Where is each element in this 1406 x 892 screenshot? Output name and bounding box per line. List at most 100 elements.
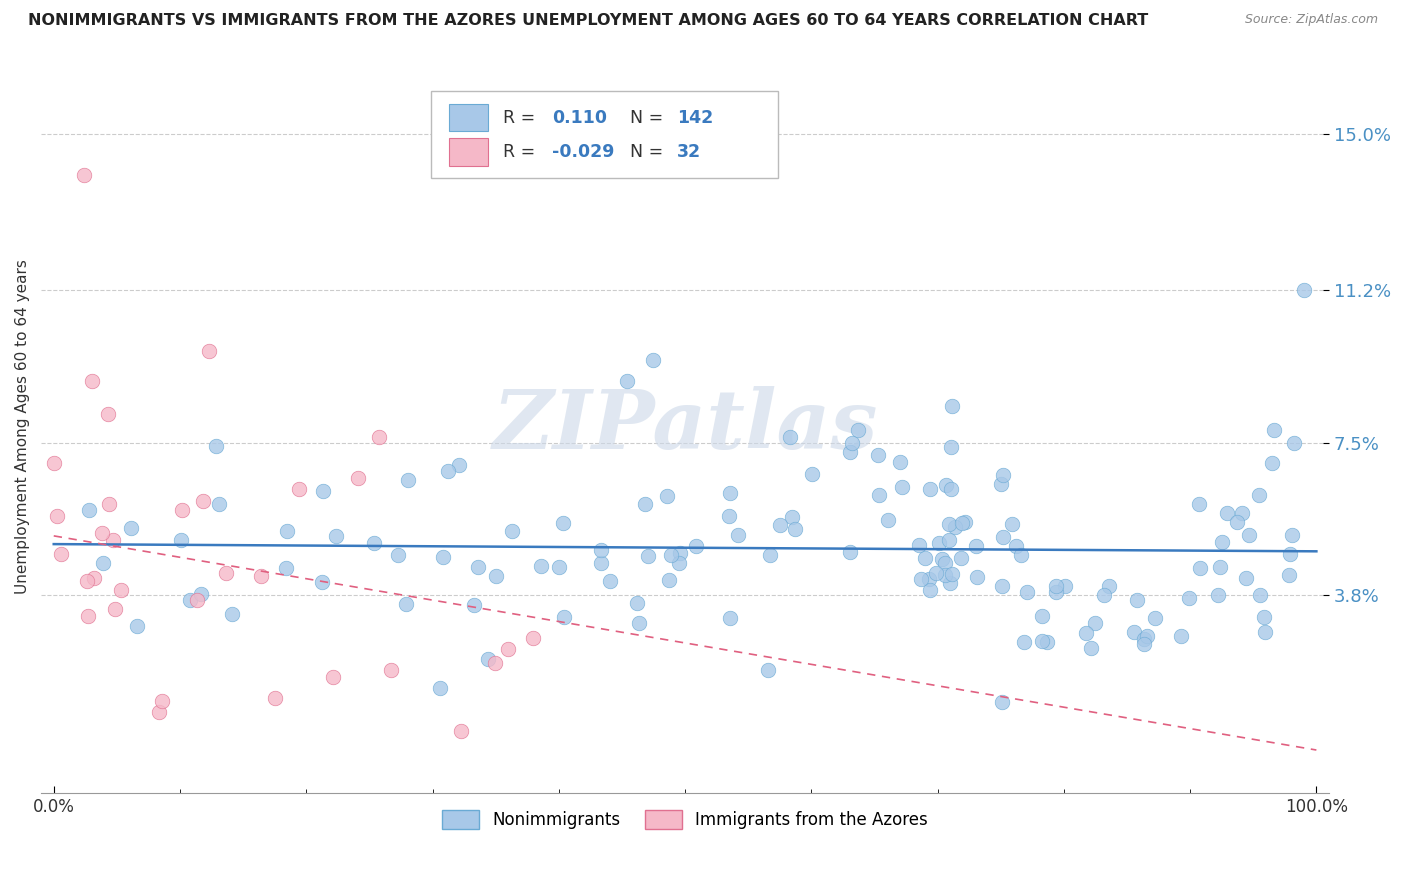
Point [1292, 283, 1315, 297]
Point [890, 480, 912, 494]
Point [659, 548, 682, 562]
Point [920, 583, 942, 598]
Point [1170, 629, 1192, 643]
Point [1230, 506, 1253, 520]
Point [655, 489, 678, 503]
Point [91, 557, 114, 571]
Point [941, 399, 963, 413]
Point [73, 168, 96, 182]
Point [276, 524, 298, 538]
Point [429, 681, 451, 695]
Point [1249, 488, 1271, 502]
Point [727, 527, 749, 541]
Point [46, 509, 69, 524]
Point [627, 615, 650, 630]
Point [783, 522, 806, 536]
Point [914, 551, 936, 566]
Point [877, 513, 900, 527]
Point [1263, 423, 1285, 437]
Point [756, 664, 779, 678]
Point [198, 344, 221, 359]
Point [208, 496, 231, 510]
Point [76, 574, 98, 589]
Point [1278, 547, 1301, 561]
Point [1031, 634, 1053, 648]
Point [288, 482, 311, 496]
Point [925, 566, 948, 580]
Point [991, 695, 1014, 709]
Point [250, 569, 273, 583]
Point [311, 574, 333, 589]
Point [501, 524, 523, 538]
Point [547, 559, 569, 574]
Point [1053, 579, 1076, 593]
Point [668, 556, 690, 570]
Point [215, 566, 238, 581]
Point [1188, 561, 1211, 575]
Point [838, 445, 860, 459]
Point [637, 549, 659, 563]
Point [179, 593, 201, 607]
Point [1281, 528, 1303, 542]
Point [928, 535, 950, 549]
Point [42, 456, 65, 470]
Point [993, 530, 1015, 544]
Point [941, 482, 963, 496]
Point [152, 694, 174, 708]
Point [910, 572, 932, 586]
Text: 142: 142 [678, 109, 714, 127]
Point [616, 374, 638, 388]
Point [965, 539, 987, 553]
Point [312, 484, 335, 499]
Point [450, 723, 472, 738]
Point [591, 556, 613, 570]
Point [347, 471, 370, 485]
Point [485, 569, 508, 583]
Point [77, 609, 100, 624]
Point [467, 560, 489, 574]
Point [522, 631, 544, 645]
Bar [450, 103, 488, 131]
Point [322, 670, 344, 684]
Point [943, 520, 966, 534]
Point [1133, 632, 1156, 647]
Point [1080, 640, 1102, 655]
Text: -0.029: -0.029 [553, 143, 614, 161]
Point [120, 520, 142, 534]
Text: N =: N = [630, 109, 664, 127]
Point [1209, 560, 1232, 574]
Point [868, 487, 890, 501]
Point [1261, 456, 1284, 470]
Point [643, 353, 665, 368]
Point [1206, 588, 1229, 602]
Point [395, 597, 418, 611]
Point [83, 571, 105, 585]
Point [1010, 548, 1032, 562]
Point [104, 602, 127, 616]
Point [1125, 592, 1147, 607]
Point [1278, 568, 1301, 582]
Point [530, 559, 553, 574]
Point [658, 573, 681, 587]
Bar [450, 138, 488, 166]
Text: N =: N = [630, 143, 664, 161]
Point [939, 440, 962, 454]
Point [934, 556, 956, 570]
Point [758, 549, 780, 563]
Point [1074, 626, 1097, 640]
Point [938, 533, 960, 547]
Point [125, 619, 148, 633]
Point [1031, 609, 1053, 624]
Point [221, 607, 243, 621]
Point [1092, 588, 1115, 602]
Point [950, 516, 973, 530]
Point [931, 551, 953, 566]
Point [780, 510, 803, 524]
Point [953, 515, 976, 529]
Point [634, 497, 657, 511]
Point [82, 374, 104, 388]
Point [325, 529, 347, 543]
Point [1249, 588, 1271, 602]
Point [938, 516, 960, 531]
Point [801, 467, 824, 482]
